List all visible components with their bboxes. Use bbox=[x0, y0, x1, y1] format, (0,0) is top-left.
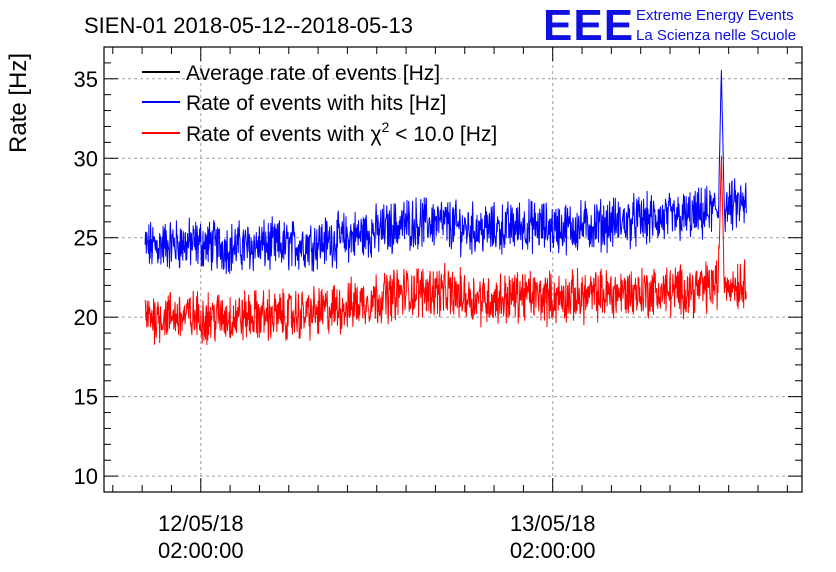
legend-chi2-sup: 2 bbox=[381, 119, 389, 135]
data-series bbox=[144, 69, 747, 346]
y-axis: 10 15 20 25 30 35 bbox=[74, 46, 802, 493]
legend-label-average: Average rate of events [Hz] bbox=[186, 62, 440, 85]
series-line-chi2 bbox=[144, 155, 747, 346]
legend-chi2-symbol: χ bbox=[370, 123, 381, 146]
y-tick-label: 10 bbox=[74, 464, 98, 489]
legend-label-hits: Rate of events with hits [Hz] bbox=[186, 92, 446, 115]
x-tick-label-date: 12/05/18 bbox=[158, 511, 244, 536]
x-tick-label-date: 13/05/18 bbox=[510, 511, 596, 536]
x-tick-label-time: 02:00:00 bbox=[158, 538, 244, 563]
legend: Average rate of events [Hz] Rate of even… bbox=[142, 62, 497, 146]
legend-chi2-pre: Rate of events with bbox=[186, 123, 370, 146]
y-tick-label: 35 bbox=[74, 67, 98, 92]
eee-logo: EEE Extreme Energy Events La Scienza nel… bbox=[543, 1, 796, 50]
chart-title: SIEN-01 2018-05-12--2018-05-13 bbox=[84, 13, 413, 38]
logo-line-2: La Scienza nelle Scuole bbox=[636, 27, 796, 44]
y-tick-label: 20 bbox=[74, 305, 98, 330]
legend-label-chi2: Rate of events with χ2 < 10.0 [Hz] bbox=[186, 119, 497, 146]
logo-line-1: Extreme Energy Events bbox=[636, 7, 794, 24]
logo-mark: EEE bbox=[543, 1, 634, 50]
y-axis-label: Rate [Hz] bbox=[5, 53, 32, 153]
x-tick-label-time: 02:00:00 bbox=[510, 538, 596, 563]
y-tick-label: 30 bbox=[74, 146, 98, 171]
y-tick-label: 15 bbox=[74, 385, 98, 410]
legend-chi2-post: < 10.0 [Hz] bbox=[389, 123, 497, 146]
series-line-hits bbox=[144, 69, 747, 275]
y-tick-label: 25 bbox=[74, 226, 98, 251]
